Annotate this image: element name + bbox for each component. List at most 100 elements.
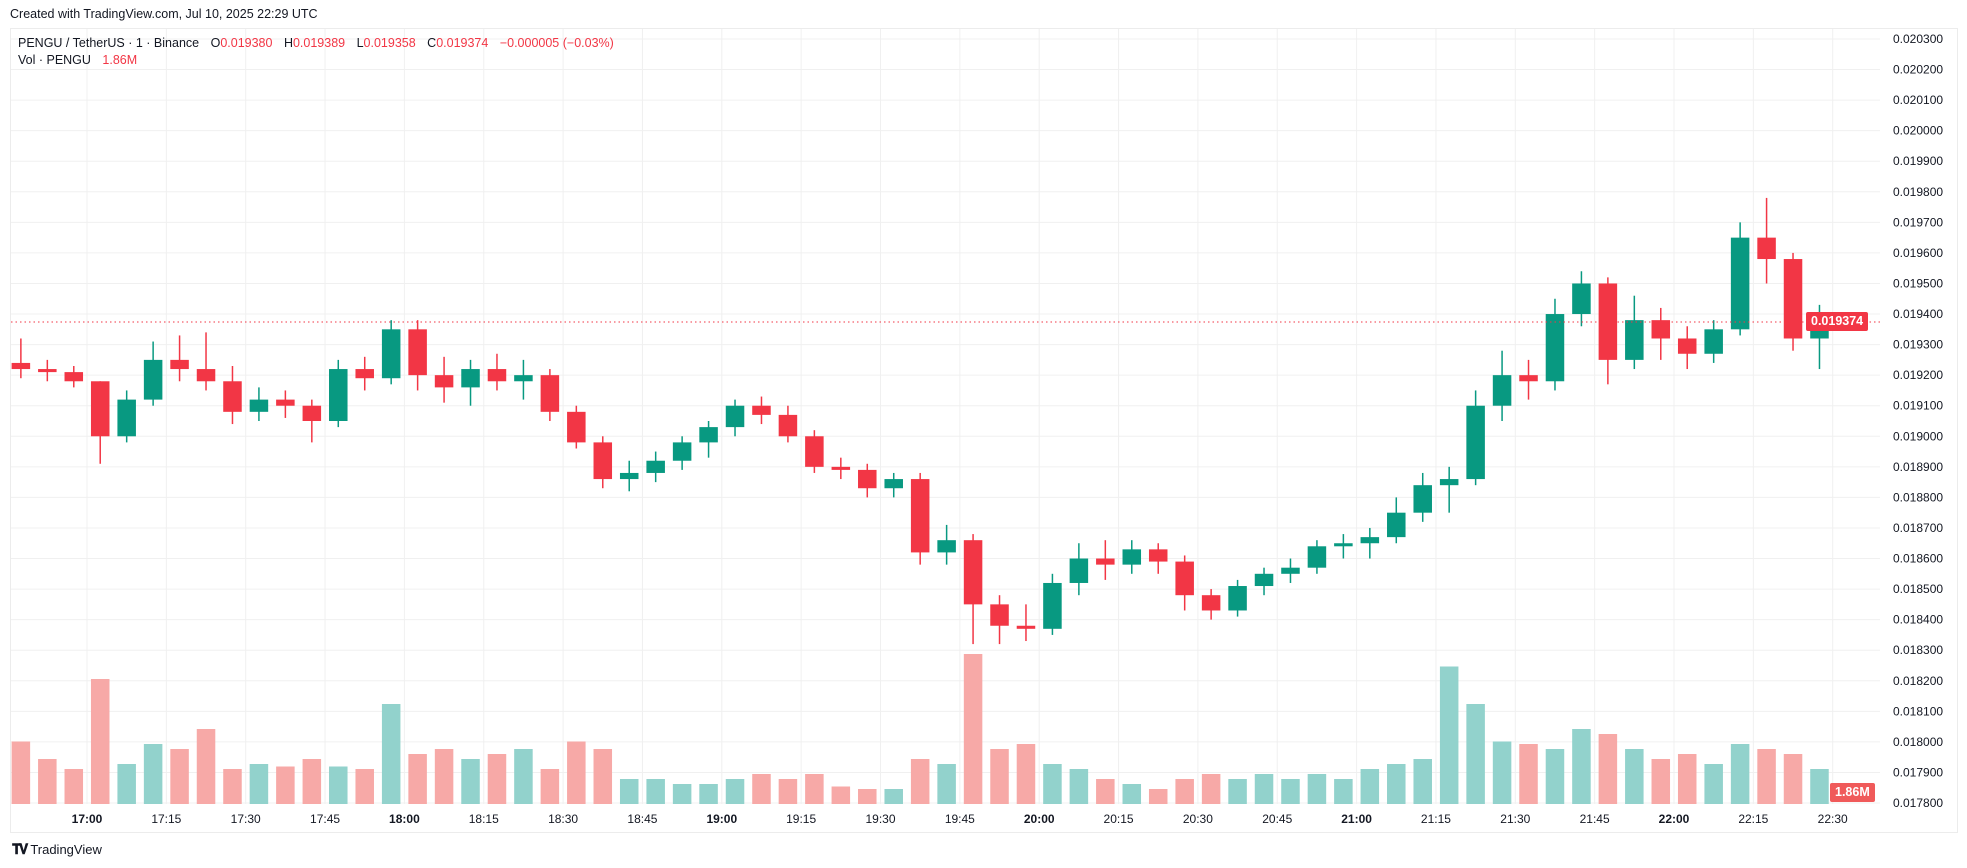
time-tick-label: 20:15 [1104,812,1134,826]
price-tick-label: 0.018600 [1893,552,1943,566]
symbol-title[interactable]: PENGU / TetherUS · 1 · Binance [18,36,200,50]
time-tick-label: 17:15 [151,812,181,826]
volume-bar [540,769,560,804]
tradingview-branding[interactable]: 𝐓𝐕 TradingView [12,841,102,858]
candle-body [1757,237,1776,260]
volume-bar [778,779,798,804]
chart-legend: PENGU / TetherUS · 1 · Binance O0.019380… [18,35,614,69]
volume-legend: Vol · PENGU 1.86M [18,52,614,69]
candle-body [1572,283,1591,315]
time-tick-label: 20:45 [1262,812,1292,826]
time-tick-label: 21:30 [1500,812,1530,826]
price-tick-label: 0.020100 [1893,93,1943,107]
candle-body [1466,405,1485,480]
candle-body [884,479,903,489]
high-label: H [283,36,293,50]
candle-body [223,381,242,412]
candle-body [329,369,348,421]
chart-frame [10,28,1958,833]
volume-bar [434,749,454,804]
created-with-caption: Created with TradingView.com, Jul 10, 20… [10,7,318,21]
volume-bar [805,774,824,804]
price-axis: 0.020300 0.020200 0.020100 0.020000 0.019900… [1893,32,1943,810]
volume-bar [831,786,851,804]
price-tick-label: 0.019200 [1893,368,1943,382]
price-tick-label: 0.017900 [1893,765,1943,779]
time-tick-label: 17:30 [231,812,261,826]
volume-bar [963,654,983,804]
candle-body [170,359,189,370]
price-tick-label: 0.020300 [1893,32,1943,46]
time-tick-label: 18:30 [548,812,578,826]
candle-body [1625,320,1644,360]
volume-bar [1254,774,1274,804]
candle-body [805,436,824,467]
volume-bar [487,754,507,804]
volume-legend-label[interactable]: Vol · PENGU [18,53,91,67]
candle-body [514,375,533,382]
price-tick-label: 0.019000 [1893,429,1943,443]
price-tick-label: 0.019800 [1893,185,1943,199]
candle-body [143,359,163,400]
volume-bar [1069,769,1089,804]
volume-legend-value: 1.86M [102,53,138,67]
price-tick-label: 0.018700 [1893,521,1943,535]
volume-bar [1492,741,1512,804]
candle-body [1704,329,1723,354]
candle-body [249,399,269,412]
candle-body [1175,561,1194,596]
volume-bar [143,744,163,804]
price-tick-label: 0.018500 [1893,582,1943,596]
candle-body [1201,595,1221,611]
volume-bar [355,769,374,804]
volume-bar [672,784,692,804]
candle-body [1545,314,1565,382]
low-label: L [356,36,364,50]
price-tick-label: 0.019700 [1893,215,1943,229]
candle-body [11,362,31,370]
candle-body [1334,543,1353,547]
price-tick-label: 0.020200 [1893,63,1943,77]
price-tick-label: 0.019400 [1893,307,1943,321]
candle-body [355,369,374,379]
current-price-badge: 0.019374 [1806,311,1869,331]
price-tick-label: 0.018100 [1893,704,1943,718]
volume-bar [1466,704,1485,804]
time-tick-label: 18:45 [627,812,657,826]
grid [11,29,1880,804]
volume-bar [302,759,322,804]
price-tick-label: 0.019900 [1893,154,1943,168]
candle-body [910,479,930,553]
price-tick-label: 0.018800 [1893,490,1943,504]
volume-bar [90,679,110,804]
candle-body [540,375,560,412]
volume-bar [1545,749,1565,804]
time-tick-label: 19:15 [786,812,816,826]
candle-body [302,405,322,421]
candle-body [38,369,57,373]
candle-body [831,466,851,470]
time-tick-label: 19:45 [945,812,975,826]
volume-bar [937,764,956,804]
candle-body [1281,567,1300,574]
candle-body [434,375,454,388]
time-tick-label: 19:00 [706,812,737,826]
candle-body [963,540,983,605]
candle-body [1387,512,1406,538]
time-tick-label: 17:00 [72,812,103,826]
volume-bar [1281,779,1300,804]
volume-bar [567,741,586,804]
candle-body [1360,537,1380,544]
volume-bar [1572,729,1591,804]
candle-body [90,381,110,437]
volume-bar [1439,666,1459,804]
candle-body [1254,573,1274,587]
candle-body [567,411,586,443]
time-tick-label: 22:30 [1818,812,1848,826]
volume-bar [1387,764,1406,804]
volume-bar [1175,779,1194,804]
volume-bar [64,769,84,804]
volume-bar [196,729,216,804]
high-value: 0.019389 [292,36,346,50]
